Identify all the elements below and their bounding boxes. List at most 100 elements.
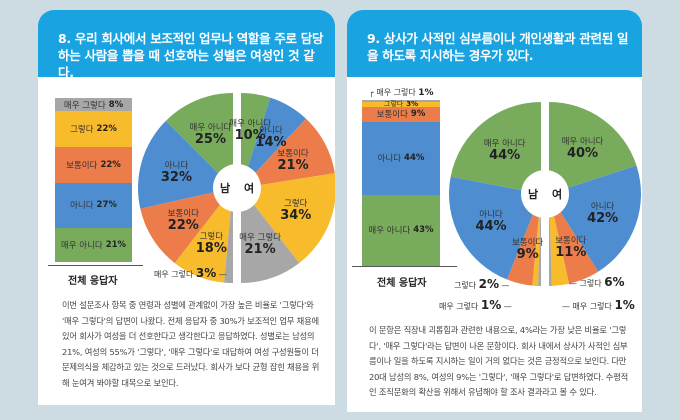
q8-pie: 매우 아니다 25% 아니다 32% 보통이다 22% 그렇다 18% 매우 아니다 10% 아니다…: [137, 88, 335, 288]
segment-value: 8%: [108, 99, 124, 110]
q8-total-bar: 매우 그렇다 8% 그렇다 22% 보통이다 22% 아니다 27% 매우 아니다 21%: [55, 98, 132, 262]
female-pie-slice: [549, 194, 570, 286]
slice-value: 11%: [555, 244, 587, 260]
segment-value: 22%: [96, 124, 117, 135]
slice-category: 아니다: [164, 160, 189, 171]
q9-body-text: 이 문항은 직장내 괴롭힘과 관련한 내용으로, 4%라는 가장 낮은 비율로 …: [369, 325, 629, 397]
pie-svg: [449, 94, 641, 294]
male-slice-label: 아니다 44%: [475, 210, 506, 233]
callout-value: 1%: [418, 88, 434, 98]
slice-value: 14%: [255, 135, 287, 151]
slice-category: 보통이다: [277, 149, 309, 160]
q8-total-label: 전체 응답자: [68, 276, 118, 287]
female-slice-label: 아니다 42%: [587, 202, 619, 227]
segment-label: 매우 아니다: [368, 226, 411, 237]
slice-category: 매우 아니다: [483, 139, 526, 150]
female-slice-label: 그렇다 34%: [280, 198, 312, 223]
card-q8: 8. 우리 회사에서 보조적인 업무나 역할을 주로 담당하는 사람을 뽑을 때…: [38, 10, 335, 405]
segment-value: 43%: [413, 225, 434, 236]
male-slice-label: 매우 아니다 25%: [189, 122, 232, 147]
segment-value: 9%: [410, 109, 426, 120]
male-slice-label: 그렇다 18%: [196, 231, 227, 255]
segment-label: 매우 아니다: [60, 240, 103, 251]
segment-label: 보통이다: [66, 161, 98, 172]
q9-female-very-agree-callout: — 매우 그렇다 1%: [562, 298, 635, 312]
total-bar-segment: [362, 100, 440, 102]
q8-baseline: [48, 265, 143, 266]
callout-value: 3%: [195, 266, 217, 280]
slice-category: 그렇다: [199, 231, 224, 242]
slice-value: 22%: [167, 217, 199, 233]
slice-category: 아니다: [259, 126, 283, 137]
q9-male-very-agree-callout: 매우 그렇다 1% —: [439, 298, 512, 312]
slice-category: 매우 아니다: [189, 122, 232, 133]
slice-category: 보통이다: [167, 208, 199, 219]
q9-pie: 매우 아니다 44% 아니다 44% 보통이다 9% 매우 아니다 40% 아니다 42% 보통이다…: [445, 94, 642, 294]
female-label: 여: [551, 188, 563, 201]
q9-total-bar: 그렇다 3% 보통이다 9% 아니다 44% 매우 아니다 43%: [362, 100, 440, 266]
slice-category: 아니다: [479, 210, 503, 221]
q8-male-very-agree-callout: 매우 그렇다 3% —: [154, 266, 227, 280]
slice-category: 아니다: [590, 202, 615, 213]
pie-center-hole: [521, 170, 569, 218]
female-pie-slice: [241, 97, 307, 188]
female-slice-label: 매우 아니다 10%: [229, 118, 272, 143]
female-slice-label: 아니다 14%: [255, 126, 287, 151]
total-bar-segment: 보통이다 9%: [362, 106, 440, 122]
q8-body-text: 이번 설문조사 항목 중 연령과 성별에 관계없이 가장 높은 비율로 '그렇다…: [62, 300, 320, 388]
slice-value: 34%: [280, 207, 312, 223]
total-bar-segment: 그렇다 3%: [362, 100, 440, 108]
male-pie-slice: [140, 188, 233, 264]
slice-value: 32%: [160, 169, 192, 185]
q9-total-very-agree-callout: ┌ 매우 그렇다 1%: [369, 88, 434, 98]
slice-value: 44%: [489, 148, 521, 164]
q9-baseline: [352, 266, 457, 267]
female-pie-slice: [549, 102, 637, 194]
slice-value: 9%: [516, 247, 539, 263]
callout-value: 6%: [604, 275, 625, 289]
female-slice-label: 보통이다 11%: [555, 236, 587, 260]
female-pie-slice: [241, 188, 300, 283]
slice-value: 42%: [587, 211, 619, 227]
total-bar-segment: 매우 아니다 21%: [55, 227, 132, 262]
female-pie-slice: [241, 118, 335, 188]
male-pie-slice: [449, 176, 541, 280]
callout-value: 1%: [480, 298, 502, 312]
segment-value: 22%: [100, 160, 121, 171]
male-pie-slice: [165, 93, 233, 188]
female-label: 여: [243, 182, 255, 195]
slice-category: 그렇다: [284, 198, 308, 209]
slice-value: 10%: [234, 127, 266, 143]
male-pie-slice: [174, 188, 233, 283]
segment-value: 27%: [96, 200, 117, 211]
q8-title: 8. 우리 회사에서 보조적인 업무나 역할을 주로 담당하는 사람을 뽑을 때…: [38, 10, 335, 80]
male-slice-label: 보통이다 22%: [167, 208, 199, 233]
male-label: 남: [219, 182, 231, 195]
total-bar-segment: 매우 그렇다 8%: [55, 98, 132, 112]
segment-value: 21%: [105, 239, 127, 250]
female-slice-label: 보통이다 21%: [277, 149, 309, 172]
callout-value: 1%: [614, 298, 635, 312]
female-slice-label: 매우 아니다 40%: [561, 136, 604, 161]
male-pie-slice: [224, 188, 233, 283]
q9-male-agree-callout: 그렇다 2% —: [454, 277, 510, 291]
q9-female-agree-callout: — 그렇다 6%: [569, 275, 625, 289]
total-bar-segment: 아니다 44%: [362, 121, 440, 195]
slice-category: 매우 아니다: [229, 118, 272, 129]
segment-label: 그렇다: [70, 125, 94, 136]
segment-label: 보통이다: [376, 110, 408, 121]
male-pie-slice: [450, 102, 541, 194]
slice-value: 40%: [566, 145, 599, 161]
slice-value: 25%: [194, 131, 227, 147]
q9-title: 9. 상사가 사적인 심부름이나 개인생활과 관련된 일을 하도록 지시하는 경…: [347, 10, 642, 77]
female-pie-slice: [241, 93, 271, 188]
female-pie-slice: [549, 165, 641, 272]
male-pie-slice: [138, 120, 233, 209]
female-slice-label: 매우 그렇다 21%: [239, 232, 281, 256]
segment-label: 매우 그렇다: [63, 100, 106, 111]
slice-category: 매우 아니다: [561, 136, 604, 147]
segment-value: 44%: [404, 153, 425, 164]
slice-category: 매우 그렇다: [239, 232, 281, 243]
male-label: 남: [527, 188, 539, 201]
q9-total-label: 전체 응답자: [377, 278, 427, 289]
